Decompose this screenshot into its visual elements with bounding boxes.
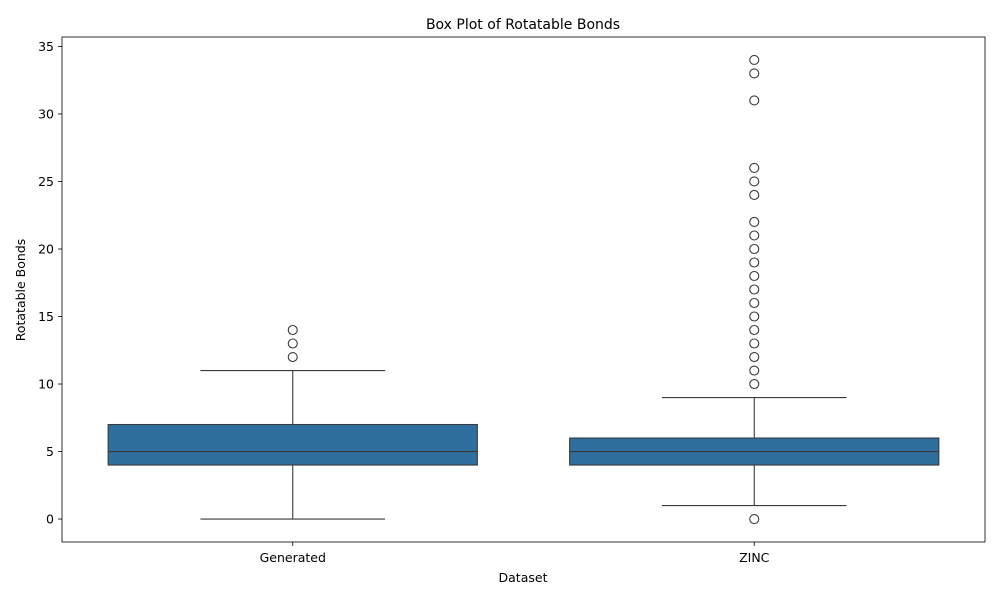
outlier-point (287, 338, 298, 349)
y-axis-label: Rotatable Bonds (13, 239, 28, 342)
outlier-point (749, 324, 760, 336)
axes: 0 5 10 15 20 25 30 35 Generated ZINC (38, 39, 770, 565)
box-zinc (569, 54, 940, 525)
outlier-point (749, 230, 760, 241)
outlier-point (749, 68, 760, 79)
y-tick-label: 35 (38, 39, 54, 54)
y-tick-label: 30 (38, 106, 54, 121)
box-generated (107, 324, 478, 520)
outlier-point (749, 257, 760, 268)
outlier-point (749, 365, 760, 376)
outlier-point (749, 216, 760, 228)
y-tick-label: 0 (46, 512, 54, 527)
y-tick-label: 25 (38, 174, 54, 189)
outlier-point (287, 324, 298, 336)
outlier-point (287, 351, 298, 363)
plot-area (107, 54, 940, 525)
x-tick-label: ZINC (739, 550, 770, 565)
outlier-point (749, 513, 760, 525)
plot-frame (61, 36, 986, 543)
y-tick-label: 20 (38, 241, 54, 256)
outlier-point (749, 162, 760, 174)
outlier-point (749, 270, 760, 282)
chart-title: Box Plot of Rotatable Bonds (426, 17, 620, 33)
x-axis-label: Dataset (499, 570, 548, 585)
x-tick-label: Generated (260, 550, 326, 565)
box-iqr (107, 423, 478, 466)
outlier-point (749, 189, 760, 201)
y-tick-label: 10 (38, 377, 54, 392)
outlier-point (749, 297, 760, 309)
outlier-point (749, 176, 760, 187)
outlier-point (749, 311, 760, 322)
outlier-point (749, 95, 760, 106)
y-tick-label: 5 (46, 444, 54, 459)
outlier-point (749, 378, 760, 390)
outlier-point (749, 243, 760, 255)
outlier-point (749, 338, 760, 349)
outlier-point (749, 284, 760, 295)
outlier-point (749, 54, 760, 66)
y-tick-label: 15 (38, 309, 54, 324)
outlier-point (749, 351, 760, 363)
